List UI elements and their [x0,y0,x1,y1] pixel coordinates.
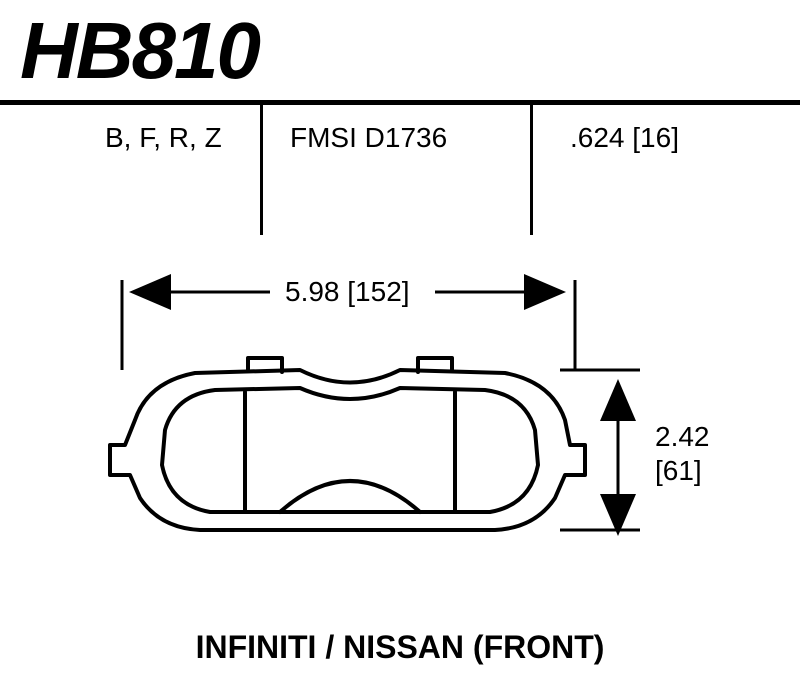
width-dimension-arrow [122,280,575,370]
height-dimension-arrow [560,370,640,530]
brake-pad-outline [110,358,585,530]
diagram-svg [0,0,800,691]
height-arrows-v [610,383,626,517]
